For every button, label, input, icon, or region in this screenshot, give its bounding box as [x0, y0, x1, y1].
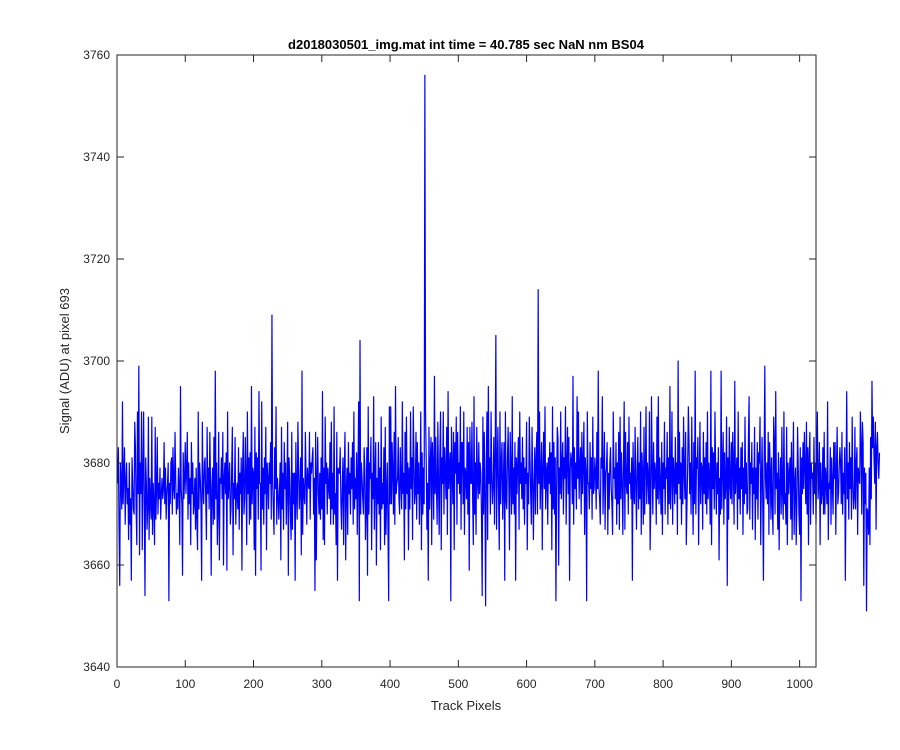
- x-tick-label: 500: [448, 677, 468, 691]
- x-tick-label: 1000: [786, 677, 813, 691]
- series-layer: [117, 74, 881, 612]
- x-tick-label: 700: [585, 677, 605, 691]
- x-axis: 0 100 200 300 400 500 600 700 800 900 1000: [114, 55, 813, 691]
- series-line: [117, 74, 881, 612]
- y-axis: 3640 3660 3680 3700 3720 3740 3760: [83, 48, 816, 674]
- x-tick-label: 900: [721, 677, 741, 691]
- x-tick-label: 400: [380, 677, 400, 691]
- y-tick-label: 3740: [83, 150, 110, 164]
- x-tick-label: 0: [114, 677, 121, 691]
- y-tick-label: 3700: [83, 354, 110, 368]
- y-tick-label: 3680: [83, 456, 110, 470]
- x-tick-label: 300: [312, 677, 332, 691]
- y-tick-label: 3720: [83, 252, 110, 266]
- y-tick-label: 3640: [83, 660, 110, 674]
- y-tick-label: 3760: [83, 48, 110, 62]
- x-tick-label: 600: [517, 677, 537, 691]
- y-tick-label: 3660: [83, 558, 110, 572]
- chart-title: d2018030501_img.mat int time = 40.785 se…: [288, 37, 645, 52]
- x-tick-label: 200: [244, 677, 264, 691]
- y-axis-label: Signal (ADU) at pixel 693: [57, 288, 72, 434]
- x-tick-label: 800: [653, 677, 673, 691]
- plot-area-background: [117, 55, 816, 667]
- x-axis-label: Track Pixels: [431, 698, 502, 713]
- x-tick-label: 100: [175, 677, 195, 691]
